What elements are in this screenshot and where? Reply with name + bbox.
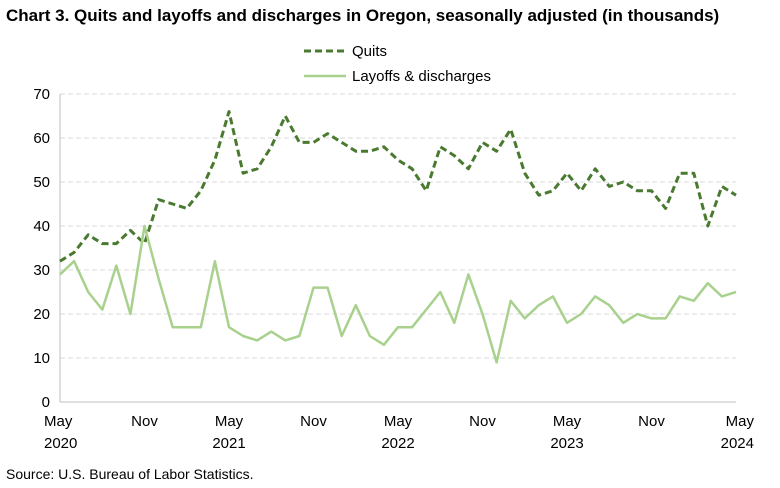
x-tick-month: May (215, 413, 244, 430)
legend-label-1: Layoffs & discharges (352, 68, 491, 85)
series-lines (59, 110, 737, 364)
x-tick-year: 2024 (721, 435, 754, 452)
x-tick-month: Nov (469, 413, 496, 430)
y-tick-label: 60 (33, 130, 50, 147)
x-tick-year: 2023 (550, 435, 583, 452)
y-tick-label: 0 (42, 394, 50, 411)
source-note: Source: U.S. Bureau of Labor Statistics. (6, 466, 254, 482)
x-tick-month: Nov (638, 413, 665, 430)
x-tick-month: Nov (131, 413, 158, 430)
chart-title: Chart 3. Quits and layoffs and discharge… (6, 6, 720, 25)
legend: Quits Layoffs & discharges (304, 43, 491, 85)
x-tick-month: May (44, 413, 73, 430)
series-line-0 (59, 110, 737, 263)
legend-label-0: Quits (352, 43, 387, 60)
y-tick-label: 70 (33, 86, 50, 103)
x-tick-month: May (726, 413, 755, 430)
x-tick-month: Nov (300, 413, 327, 430)
y-tick-label: 10 (33, 350, 50, 367)
x-tick-year: 2021 (212, 435, 245, 452)
y-tick-label: 20 (33, 306, 50, 323)
x-tick-month: May (553, 413, 582, 430)
y-tick-label: 30 (33, 262, 50, 279)
axes: 0 10 20 30 40 50 60 70 May 2020 Nov May 2021 Nov May 20… (33, 86, 754, 452)
x-tick-year: 2020 (44, 435, 77, 452)
gridlines (60, 93, 736, 359)
x-tick-year: 2022 (381, 435, 414, 452)
y-tick-label: 40 (33, 218, 50, 235)
y-tick-label: 50 (33, 174, 50, 191)
series-line-1 (59, 224, 737, 364)
x-tick-month: May (384, 413, 413, 430)
